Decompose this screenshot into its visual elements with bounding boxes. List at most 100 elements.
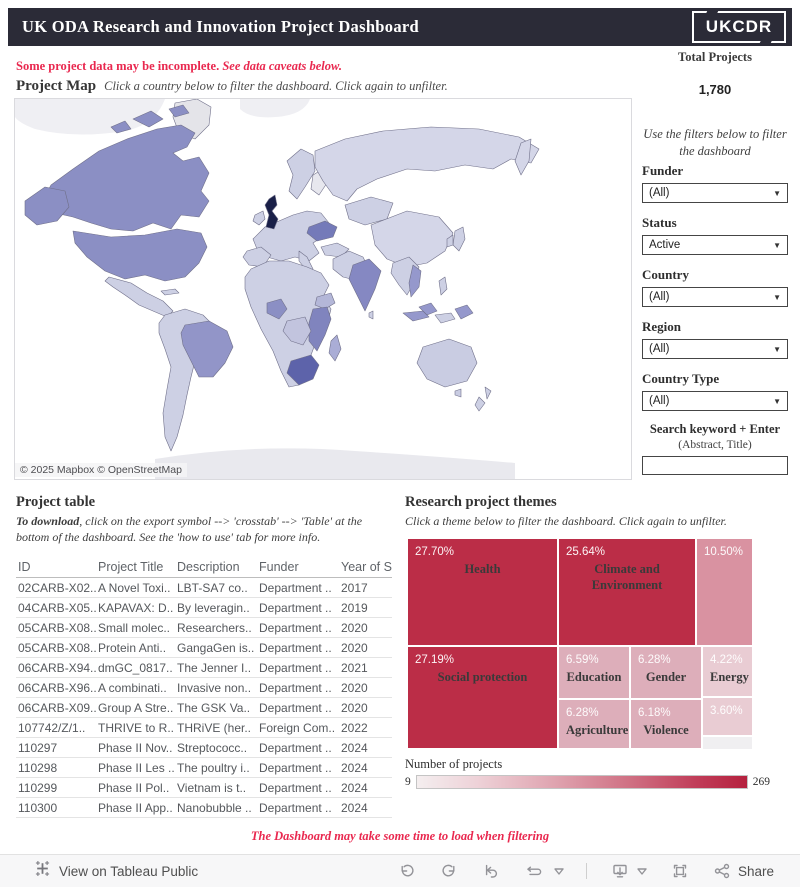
table-row[interactable]: 110298 Phase II Les .. The poultry i.. D… [16,758,392,779]
cell-description: Nanobubble .. [177,800,252,815]
tile-percentage: 25.64% [566,546,606,558]
tile-percentage: 3.60% [710,705,743,717]
filter-dropdown-status[interactable]: Active ▼ [642,235,788,255]
filter-list: Funder (All) ▼ Status Active ▼ Country (… [642,163,788,423]
undo-icon[interactable] [398,862,416,880]
country-united-kingdom[interactable] [264,194,279,230]
table-row[interactable]: 02CARB-X02.. A Novel Toxi.. LBT-SA7 co..… [16,578,392,599]
cell-id: 110300 [18,800,58,815]
dropdown-caret-icon[interactable] [554,867,564,875]
table-row[interactable]: 05CARB-X08.. Small molec.. Researchers..… [16,618,392,639]
country-nigeria[interactable] [266,298,288,320]
treemap-tile-education[interactable]: 6.59% Education [559,647,629,698]
table-row[interactable]: 107742/Z/1.. THRIVE to R.. THRiVE (her..… [16,718,392,739]
tile-percentage: 27.19% [415,654,455,666]
column-header-title[interactable]: Project Title [98,559,164,574]
table-row[interactable]: 06CARB-X09.. Group A Stre.. The GSK Va..… [16,698,392,719]
treemap-tile-health[interactable]: 27.70% Health [408,539,557,645]
cell-id: 06CARB-X96.. [18,680,97,695]
fullscreen-icon[interactable] [671,862,689,880]
share-label[interactable]: Share [737,863,774,879]
column-header-funder[interactable]: Funder [259,559,299,574]
cell-funder: Department .. [259,660,332,675]
cell-project-title: Small molec.. [98,620,171,635]
tile-theme-label: Climate and Environment [591,561,663,593]
treemap-tile[interactable] [703,737,752,749]
treemap-tile-energy[interactable]: 4.22% Energy [703,647,752,696]
table-row[interactable]: 110299 Phase II Pol.. Vietnam is t.. Dep… [16,778,392,799]
themes-panel: Research project themes Click a theme be… [405,494,790,789]
themes-subtitle: Click a theme below to filter the dashbo… [405,514,727,528]
treemap-tile-violence[interactable]: 6.18% Violence [631,700,701,748]
filter-dropdown-region[interactable]: (All) ▼ [642,339,788,359]
legend-gradient-bar[interactable] [415,775,748,789]
cell-project-title: Phase II Nov.. [98,740,173,755]
country-east-africa[interactable] [308,306,332,352]
chevron-down-icon: ▼ [773,240,781,250]
cell-project-title: Phase II Les .. [98,760,175,775]
cell-year: 2020 [341,620,368,635]
project-table-panel: Project table To download, click on the … [16,494,392,819]
cell-description: LBT-SA7 co.. [177,580,248,595]
ukcdr-logo-text: UKCDR [705,17,773,36]
country-australia[interactable] [416,338,478,388]
download-icon[interactable] [611,862,629,880]
world-map-svg[interactable] [15,99,631,479]
cell-funder: Department .. [259,700,332,715]
share-icon[interactable] [713,862,731,880]
treemap-tile-agriculture[interactable]: 6.28% Agriculture [559,700,629,748]
table-row[interactable]: 06CARB-X96.. A combinati.. Invasive non.… [16,678,392,699]
country-south-africa[interactable] [286,354,320,386]
treemap-tile-gender[interactable]: 6.28% Gender [631,647,701,698]
cell-year: 2024 [341,760,368,775]
cell-id: 110299 [18,780,58,795]
column-header-year[interactable]: Year of S [341,559,392,574]
country-canada[interactable] [38,124,210,232]
treemap-tile-unlabeled-9[interactable]: 3.60% [703,698,752,735]
map-section-title: Project Map [16,78,97,94]
tile-percentage: 6.59% [566,654,599,666]
tile-percentage: 10.50% [704,546,744,558]
filter-dropdown-funder[interactable]: (All) ▼ [642,183,788,203]
treemap-tile-unlabeled-2[interactable]: 10.50% [697,539,752,645]
search-input[interactable] [642,456,788,475]
filter-selected-value: (All) [649,291,670,303]
table-row[interactable]: 06CARB-X94.. dmGC_0817.. The Jenner I.. … [16,658,392,679]
table-row[interactable]: 04CARB-X05.. KAPAVAX: D.. By leveragin..… [16,598,392,619]
legend-min-value: 9 [405,776,411,788]
cell-id: 05CARB-X08.. [18,640,97,655]
country-ukraine[interactable] [306,220,338,242]
filter-dropdown-country[interactable]: (All) ▼ [642,287,788,307]
table-row[interactable]: 05CARB-X08.. Protein Anti.. GangaGen is.… [16,638,392,659]
table-row[interactable]: 110297 Phase II Nov.. Streptococc.. Depa… [16,738,392,759]
project-map[interactable]: © 2025 Mapbox © OpenStreetMap [14,98,632,480]
redo-icon[interactable] [440,862,458,880]
filter-group: Region (All) ▼ [642,319,788,359]
cell-id: 110298 [18,760,58,775]
cell-funder: Department .. [259,600,332,615]
cell-year: 2020 [341,680,368,695]
revert-icon[interactable] [482,862,500,880]
treemap-tile-social-protection[interactable]: 27.19% Social protection [408,647,557,748]
map-attribution: © 2025 Mapbox © OpenStreetMap [15,463,187,477]
cell-project-title: THRIVE to R.. [98,720,175,735]
country-brazil[interactable] [180,320,234,378]
column-header-description[interactable]: Description [177,559,240,574]
cell-year: 2022 [341,720,368,735]
cell-year: 2024 [341,780,368,795]
column-header-id[interactable]: ID [18,559,31,574]
refresh-icon[interactable] [524,862,544,880]
cell-year: 2024 [341,740,368,755]
country-usa[interactable] [72,228,208,282]
filter-group: Funder (All) ▼ [642,163,788,203]
chevron-down-icon: ▼ [773,344,781,354]
cell-description: The GSK Va.. [177,700,251,715]
country-india[interactable] [348,258,382,312]
view-on-tableau-button[interactable]: View on Tableau Public [34,860,198,882]
tile-theme-label: Social protection [437,669,528,684]
dropdown-caret-icon[interactable] [637,867,647,875]
treemap-tile-climate-and-environment[interactable]: 25.64% Climate and Environment [559,539,695,645]
ukcdr-logo: UKCDR [692,8,786,46]
table-row[interactable]: 110300 Phase II App.. Nanobubble .. Depa… [16,798,392,819]
filter-dropdown-country-type[interactable]: (All) ▼ [642,391,788,411]
